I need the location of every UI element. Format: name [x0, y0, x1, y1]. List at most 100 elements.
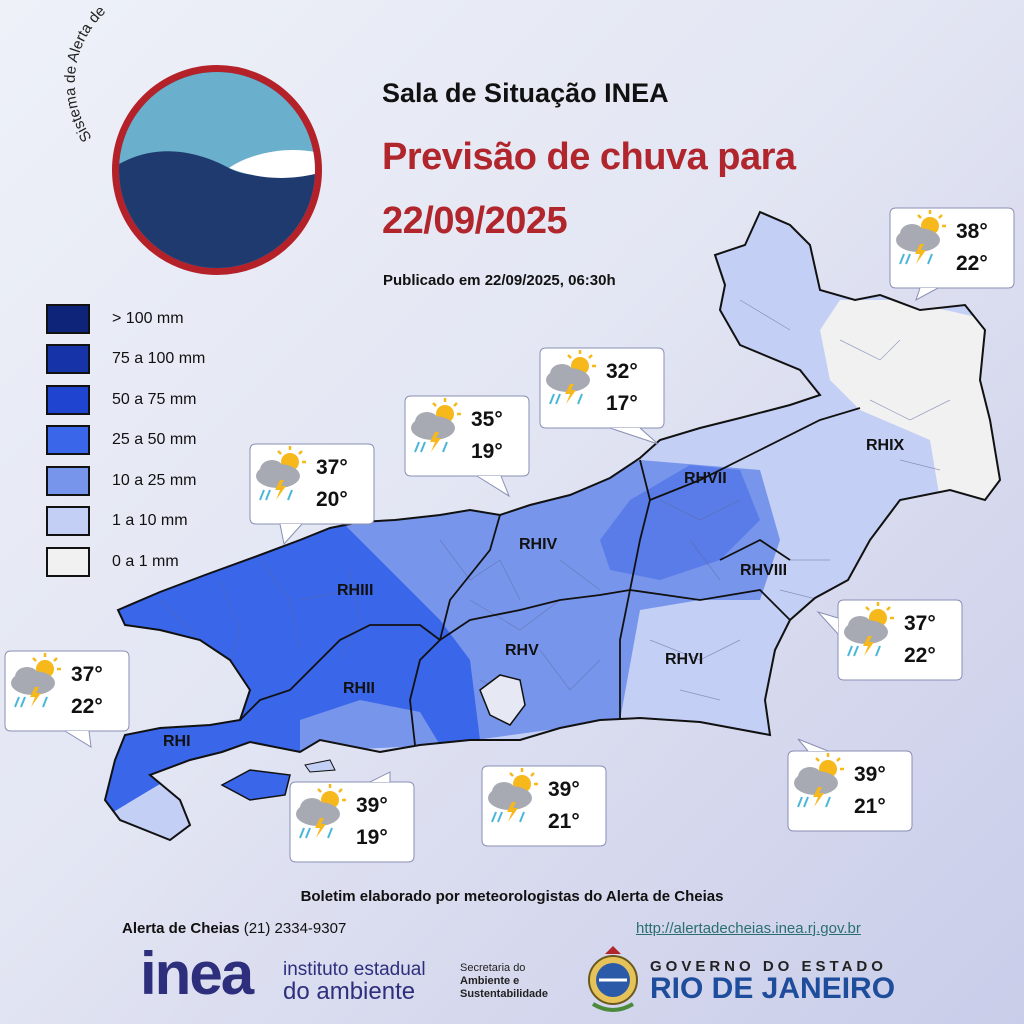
legend-swatch	[46, 344, 90, 374]
inea-name-line2: do ambiente	[283, 978, 416, 1005]
temperature-values: 39° 19°	[356, 790, 388, 854]
guanabara-bay	[479, 674, 526, 726]
legend-label: 75 a 100 mm	[112, 350, 206, 367]
legend-item: 1 a 10 mm	[46, 504, 188, 538]
forecast-callout: 37° 22°	[816, 599, 963, 681]
legend-swatch	[46, 304, 90, 334]
partly-cloudy-thunder-rain-icon	[256, 446, 306, 501]
temperature-values: 37° 22°	[71, 659, 103, 723]
legend-swatch	[46, 506, 90, 536]
region-label-rhi: RHI	[163, 733, 191, 750]
max-temperature: 37°	[904, 612, 936, 635]
forecast-callout: 37° 22°	[4, 650, 130, 748]
region-label-rhvii: RHVII	[684, 470, 727, 487]
forecast-callout: 39° 21°	[481, 765, 607, 847]
inea-name-line1: instituto estadual	[283, 959, 426, 980]
region-boundaries	[239, 407, 861, 746]
legend-swatch	[46, 425, 90, 455]
partly-cloudy-thunder-rain-icon	[296, 784, 346, 839]
legend-label: 1 a 10 mm	[112, 512, 188, 529]
partly-cloudy-rain-icon	[546, 350, 596, 405]
region-label-rhiv: RHIV	[519, 536, 558, 553]
partly-cloudy-thunder-rain-icon	[488, 768, 538, 823]
government-label: GOVERNO DO ESTADO	[650, 958, 887, 975]
legend-label: > 100 mm	[112, 310, 184, 327]
legend-label: 50 a 75 mm	[112, 391, 197, 408]
legend-item: 50 a 75 mm	[46, 383, 196, 417]
legend-item: > 100 mm	[46, 302, 184, 336]
temperature-values: 38° 22°	[956, 216, 988, 280]
secretaria-logo: Secretaria do Ambiente e Sustentabilidad…	[460, 962, 548, 1001]
inea-logo: inea	[140, 940, 254, 1007]
min-temperature: 21°	[548, 810, 580, 833]
website-link[interactable]: http://alertadecheias.inea.rj.gov.br	[636, 920, 861, 937]
secretaria-line2: Ambiente e	[460, 975, 520, 987]
legend-item: 75 a 100 mm	[46, 342, 205, 376]
min-temperature: 20°	[316, 488, 348, 511]
min-temperature: 22°	[956, 252, 988, 275]
max-temperature: 37°	[316, 456, 348, 479]
region-label-rhviii: RHVIII	[740, 562, 788, 579]
region-label-rhv: RHV	[505, 642, 539, 659]
partly-cloudy-thunder-rain-icon	[844, 602, 894, 657]
min-temperature: 22°	[904, 644, 936, 667]
legend-item: 25 a 50 mm	[46, 423, 196, 457]
legend-item: 0 a 1 mm	[46, 545, 179, 579]
max-temperature: 35°	[471, 408, 503, 431]
min-temperature: 21°	[854, 795, 886, 818]
wave-emblem	[119, 72, 315, 268]
state-coat-of-arms-icon	[588, 946, 638, 1012]
min-temperature: 17°	[606, 392, 638, 415]
forecast-callout: 35° 19°	[404, 395, 530, 498]
partly-cloudy-thunder-rain-icon	[896, 210, 946, 265]
forecast-callout: 32° 17°	[539, 347, 665, 445]
min-temperature: 19°	[471, 440, 503, 463]
state-name: RIO DE JANEIRO	[650, 972, 896, 1005]
region-label-rhvi: RHVI	[665, 651, 704, 668]
marambaia	[304, 759, 336, 773]
page-title: Sala de Situação INEA	[382, 78, 669, 108]
legend-label: 10 a 25 mm	[112, 472, 197, 489]
legend-swatch	[46, 547, 90, 577]
min-temperature: 19°	[356, 826, 388, 849]
forecast-callout: 39° 21°	[787, 738, 913, 832]
legend-label: 25 a 50 mm	[112, 431, 197, 448]
bulletin-credit: Boletim elaborado por meteorologistas do…	[300, 888, 724, 905]
legend-item: 10 a 25 mm	[46, 464, 196, 498]
contact-name: Alerta de Cheias	[122, 920, 240, 937]
secretaria-line1: Secretaria do	[460, 962, 526, 974]
max-temperature: 38°	[956, 220, 988, 243]
partly-cloudy-thunder-rain-icon	[794, 753, 844, 808]
alert-system-logo	[112, 65, 322, 275]
legend-label: 0 a 1 mm	[112, 553, 179, 570]
forecast-callout: 38° 22°	[889, 207, 1015, 302]
secretaria-line3: Sustentabilidade	[460, 988, 549, 1000]
temperature-values: 35° 19°	[471, 404, 503, 468]
inea-full-name: instituto estadual do ambiente	[283, 960, 426, 1004]
state-outline	[103, 210, 1002, 842]
partly-cloudy-thunder-rain-icon	[11, 653, 61, 708]
region-label-rhix: RHIX	[866, 437, 905, 454]
region-label-rhii: RHII	[343, 680, 375, 697]
published-timestamp: Publicado em 22/09/2025, 06:30h	[383, 272, 616, 289]
max-temperature: 37°	[71, 663, 103, 686]
temperature-values: 39° 21°	[548, 774, 580, 838]
temperature-values: 32° 17°	[606, 356, 638, 420]
temperature-values: 37° 20°	[316, 452, 348, 516]
region-label-rhiii: RHIII	[337, 582, 374, 599]
max-temperature: 32°	[606, 360, 638, 383]
forecast-callout: 39° 19°	[289, 771, 415, 863]
forecast-heading: Previsão de chuva para	[382, 136, 796, 178]
contact-phone: (21) 2334-9307	[243, 920, 347, 937]
legend-swatch	[46, 466, 90, 496]
legend-swatch	[46, 385, 90, 415]
temperature-values: 39° 21°	[854, 759, 886, 823]
contact-line: Alerta de Cheias (21) 2334-9307	[122, 920, 346, 937]
max-temperature: 39°	[854, 763, 886, 786]
logo-arc-text: Sistema de Alerta de Cheias	[62, 8, 152, 145]
partly-cloudy-thunder-rain-icon	[411, 398, 461, 453]
forecast-callout: 37° 20°	[249, 443, 375, 546]
forecast-date: 22/09/2025	[382, 200, 568, 242]
max-temperature: 39°	[356, 794, 388, 817]
